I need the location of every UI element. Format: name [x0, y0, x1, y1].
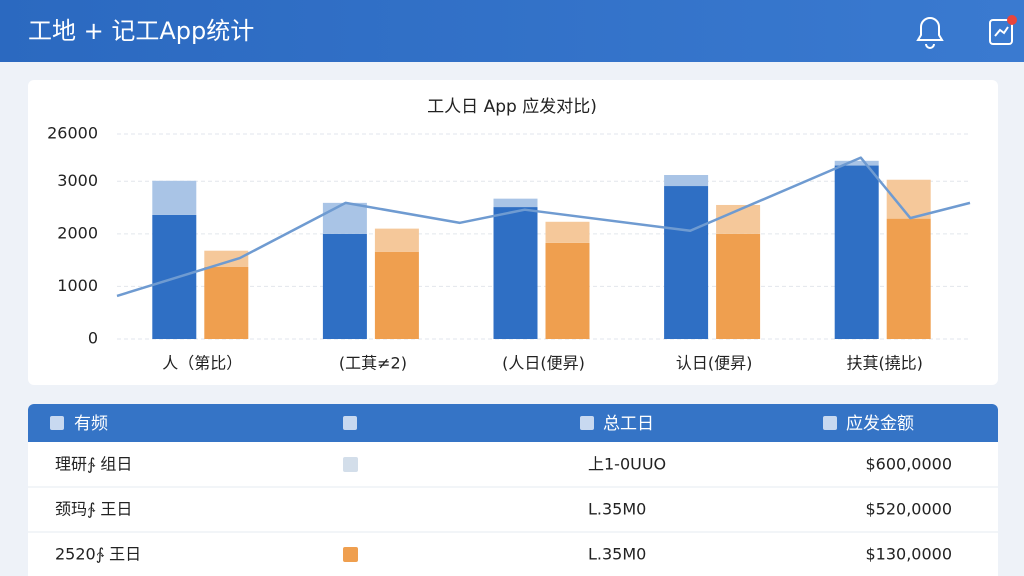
bar-segment — [493, 207, 538, 339]
bell-icon[interactable] — [916, 17, 944, 49]
bar-segment — [493, 198, 538, 208]
table-card — [28, 404, 998, 576]
cell: $600,0000 — [865, 455, 952, 474]
checkbox[interactable] — [343, 416, 357, 430]
column-header: 应发金额 — [846, 414, 914, 434]
bar-segment — [664, 186, 709, 339]
cell: L.35M0 — [588, 545, 646, 564]
checkbox[interactable] — [580, 416, 594, 430]
column-header: 有频 — [74, 414, 108, 434]
cell: L.35M0 — [588, 500, 646, 519]
report-icon[interactable] — [989, 19, 1013, 45]
bar-segment — [834, 165, 879, 339]
checkbox[interactable] — [823, 416, 837, 430]
bar-segment — [374, 228, 419, 252]
cell: 颈玛∱ 王日 — [55, 500, 132, 519]
chart-title: 工人日 App 应发对比) — [427, 97, 597, 117]
column-header: 总工日 — [603, 414, 654, 434]
table-body: 理研∱ 组日 上1-0UUO $600,0000 颈玛∱ 王日 L.35M0 $520,0… — [55, 455, 952, 564]
bar-segment — [322, 202, 367, 234]
cell: $520,0000 — [865, 500, 952, 519]
row-swatch — [343, 457, 358, 472]
top-bar — [0, 0, 1024, 62]
bar-segment — [152, 180, 197, 215]
y-tick-label: 1000 — [57, 276, 98, 295]
y-tick-label: 2000 — [57, 223, 98, 242]
y-tick-label: 0 — [88, 329, 98, 348]
cell: 2520∱ 王日 — [55, 545, 141, 564]
cell: $130,0000 — [865, 545, 952, 564]
trend-line — [116, 156, 971, 298]
bar-segment — [664, 175, 709, 187]
notification-dot — [1007, 15, 1017, 25]
x-tick-label: 认日(便昇) — [676, 354, 753, 373]
bar-segment — [374, 251, 419, 339]
bar-segment — [204, 250, 249, 267]
y-tick-label: 26000 — [47, 124, 98, 143]
checkbox[interactable] — [50, 416, 64, 430]
app-title: 工地 + 记工App统计 — [28, 17, 254, 45]
x-tick-label: (人日(便昇) — [502, 354, 585, 373]
cell: 理研∱ 组日 — [55, 455, 132, 474]
bar-segment — [204, 266, 249, 339]
bar-segment — [834, 160, 879, 166]
chart: 0 1000 2000 3000 26000 人（第比） (工萁≠2) (人日(便昇) 认日(便… — [47, 124, 971, 373]
bar-segment — [545, 221, 590, 243]
bar-segment — [322, 233, 367, 339]
table-header — [28, 404, 998, 442]
cell: 上1-0UUO — [588, 455, 666, 474]
x-tick-label: 扶萁(撓比) — [846, 354, 923, 373]
row-swatch — [343, 547, 358, 562]
x-tick-label: (工萁≠2) — [339, 354, 407, 373]
bar-segment — [886, 218, 931, 339]
x-tick-label: 人（第比） — [162, 354, 242, 373]
bar-segment — [716, 233, 761, 339]
bar-segment — [545, 242, 590, 339]
y-tick-label: 3000 — [57, 171, 98, 190]
